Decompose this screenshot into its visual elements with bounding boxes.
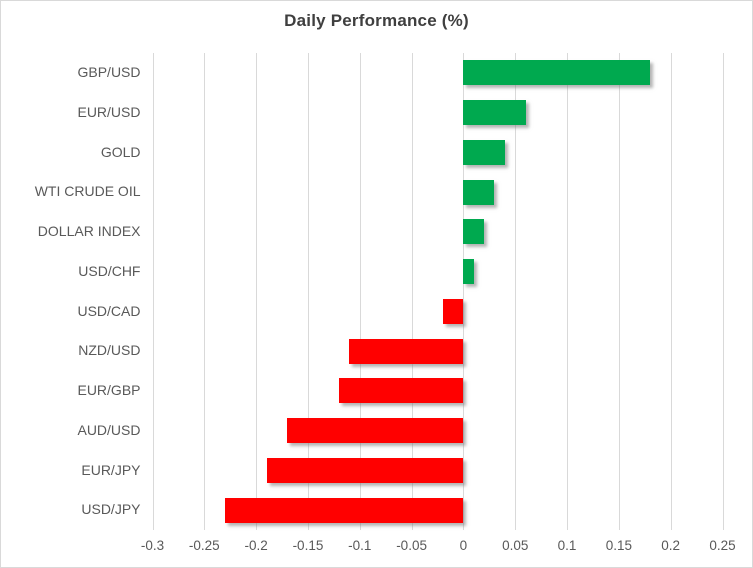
- x-axis-tick-label: -0.05: [396, 538, 427, 553]
- bar-eur-jpy: [266, 457, 464, 483]
- category-label: AUD/USD: [77, 421, 141, 438]
- bar-usd-cad: [442, 298, 464, 324]
- gridline: [670, 53, 672, 530]
- bar-gold: [463, 139, 505, 165]
- gridline: [256, 53, 258, 530]
- category-label: WTI CRUDE OIL: [34, 183, 141, 200]
- x-axis-tick-label: -0.15: [292, 538, 324, 553]
- gridline: [567, 53, 569, 530]
- gridline: [722, 53, 724, 530]
- gridline: [359, 53, 361, 530]
- x-axis-tick-label: 0.15: [605, 538, 632, 553]
- x-axis-tick-label: 0.25: [709, 538, 736, 553]
- category-label: USD/CHF: [78, 262, 141, 279]
- category-label: DOLLAR INDEX: [37, 223, 141, 239]
- bar-eur-gbp: [339, 378, 464, 404]
- bar-usd-chf: [463, 259, 474, 285]
- category-label: USD/CAD: [77, 302, 141, 319]
- category-label: EUR/USD: [77, 103, 141, 120]
- category-label: GOLD: [100, 143, 141, 160]
- x-axis-tick-label: -0.25: [188, 538, 220, 553]
- chart-title: Daily Performance (%): [284, 11, 469, 30]
- x-axis-tick-label: -0.2: [244, 538, 268, 553]
- gridline: [152, 53, 154, 530]
- bar-gbp-usd: [463, 60, 650, 86]
- x-axis-tick-label: 0.05: [502, 538, 529, 553]
- bar-wti-crude-oil: [463, 179, 495, 205]
- category-label: NZD/USD: [78, 342, 141, 359]
- bar-dollar-index: [463, 219, 485, 245]
- x-axis-tick-label: 0.2: [661, 538, 681, 553]
- bar-aud-usd: [287, 418, 464, 444]
- gridline: [307, 53, 309, 530]
- x-axis-tick-label: -0.1: [348, 538, 372, 553]
- gridline: [411, 53, 413, 530]
- x-axis-tick-label: 0.1: [557, 538, 577, 553]
- category-label: EUR/JPY: [81, 461, 141, 478]
- x-axis-tick-label: -0.3: [140, 538, 165, 553]
- x-axis-tick-label: 0: [459, 538, 468, 553]
- category-label: EUR/GBP: [77, 382, 141, 398]
- gridline: [463, 53, 465, 530]
- bar-nzd-usd: [349, 338, 464, 364]
- category-label: USD/JPY: [81, 501, 141, 518]
- bar-usd-jpy: [225, 497, 464, 523]
- category-label: GBP/USD: [77, 64, 141, 80]
- gridline: [204, 53, 206, 530]
- gridline: [515, 53, 517, 530]
- bar-eur-usd: [463, 100, 526, 126]
- gridline: [618, 53, 620, 530]
